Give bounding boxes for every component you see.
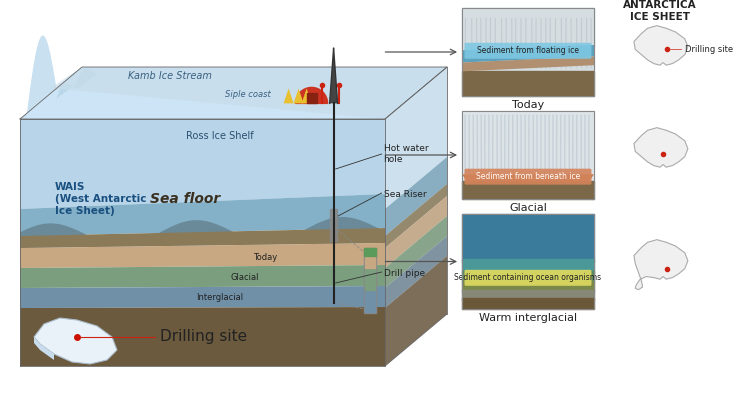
Bar xyxy=(462,8,594,96)
Polygon shape xyxy=(385,196,447,268)
Bar xyxy=(462,181,594,199)
Bar xyxy=(462,258,594,273)
Bar xyxy=(462,271,594,282)
Text: Drilling site: Drilling site xyxy=(685,45,734,54)
Polygon shape xyxy=(20,35,257,119)
Polygon shape xyxy=(462,175,594,181)
Bar xyxy=(363,248,375,313)
Polygon shape xyxy=(385,256,447,366)
Polygon shape xyxy=(51,67,447,119)
Bar xyxy=(462,71,594,96)
Wedge shape xyxy=(296,87,327,103)
Text: Sea Riser: Sea Riser xyxy=(384,190,426,199)
Polygon shape xyxy=(634,128,688,167)
Text: Ross Ice Shelf: Ross Ice Shelf xyxy=(186,131,254,141)
Bar xyxy=(462,214,594,309)
Text: Today: Today xyxy=(253,253,277,262)
Polygon shape xyxy=(634,240,688,290)
Polygon shape xyxy=(302,88,311,103)
FancyBboxPatch shape xyxy=(464,270,591,286)
Polygon shape xyxy=(20,307,385,366)
FancyBboxPatch shape xyxy=(464,169,591,185)
Polygon shape xyxy=(385,216,447,288)
Bar xyxy=(365,269,375,290)
FancyBboxPatch shape xyxy=(464,43,591,59)
Polygon shape xyxy=(293,88,304,103)
Bar xyxy=(462,214,594,262)
Bar xyxy=(462,281,594,292)
Text: Glacial: Glacial xyxy=(509,203,547,213)
Bar xyxy=(462,8,594,48)
Text: Sediment from floating ice: Sediment from floating ice xyxy=(477,46,579,55)
Bar xyxy=(462,290,594,299)
Text: Sediment from beneath ice: Sediment from beneath ice xyxy=(476,172,580,181)
Text: Drill pipe: Drill pipe xyxy=(384,268,425,277)
Text: Sea floor: Sea floor xyxy=(150,192,220,206)
Polygon shape xyxy=(385,67,447,209)
Polygon shape xyxy=(34,337,54,360)
Polygon shape xyxy=(20,286,385,308)
Polygon shape xyxy=(20,194,385,236)
Polygon shape xyxy=(385,236,447,308)
Polygon shape xyxy=(34,318,117,364)
Polygon shape xyxy=(57,68,101,99)
Text: Hot water
hole: Hot water hole xyxy=(384,144,428,164)
Polygon shape xyxy=(20,67,447,119)
Bar xyxy=(365,248,375,268)
Bar xyxy=(462,111,594,199)
Text: Interglacial: Interglacial xyxy=(197,294,244,303)
Bar xyxy=(307,93,317,103)
Bar xyxy=(365,291,375,312)
Text: Drilling site: Drilling site xyxy=(160,329,247,344)
Polygon shape xyxy=(385,184,447,248)
Text: Sediment containing ocean organisms: Sediment containing ocean organisms xyxy=(455,273,602,282)
Polygon shape xyxy=(20,243,385,268)
Text: Glacial: Glacial xyxy=(231,273,259,282)
Polygon shape xyxy=(462,56,594,71)
Polygon shape xyxy=(20,265,385,288)
Polygon shape xyxy=(20,119,385,209)
Text: ANTARCTICA
ICE SHEET: ANTARCTICA ICE SHEET xyxy=(624,0,697,22)
Text: Today: Today xyxy=(512,100,544,110)
Polygon shape xyxy=(284,88,293,103)
Polygon shape xyxy=(20,228,385,248)
Bar xyxy=(363,248,375,256)
Bar xyxy=(330,209,337,241)
Polygon shape xyxy=(20,217,385,248)
Polygon shape xyxy=(462,45,594,63)
Polygon shape xyxy=(385,157,447,236)
Bar xyxy=(462,8,594,70)
Text: WAIS
(West Antarctic
Ice Sheet): WAIS (West Antarctic Ice Sheet) xyxy=(55,182,146,216)
Polygon shape xyxy=(634,26,688,65)
Text: Warm interglacial: Warm interglacial xyxy=(479,313,577,323)
Text: Siple coast: Siple coast xyxy=(225,89,271,98)
Text: Kamb Ice Stream: Kamb Ice Stream xyxy=(128,71,212,81)
Bar xyxy=(462,297,594,309)
Bar xyxy=(462,111,594,181)
Polygon shape xyxy=(329,48,338,103)
